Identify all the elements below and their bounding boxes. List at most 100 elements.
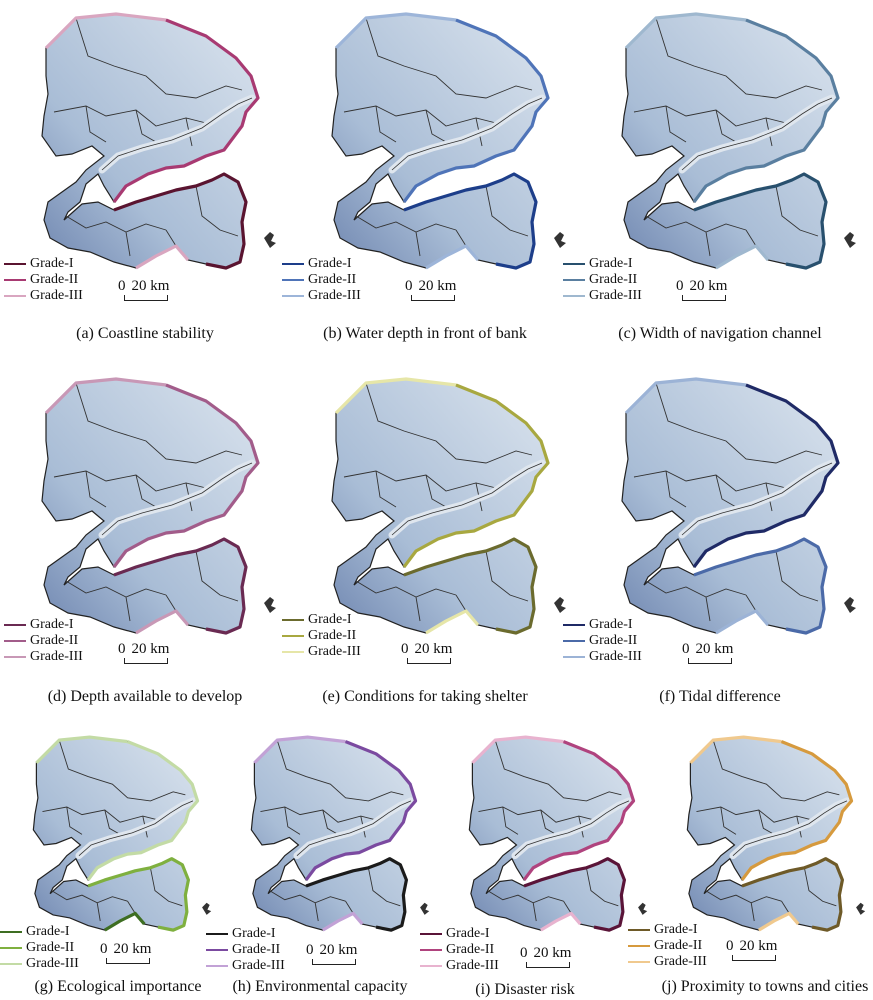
legend-swatch	[4, 640, 26, 642]
coastline-grade-segment	[693, 172, 828, 270]
coastline-grade-segment	[624, 377, 747, 415]
legend: Grade-I Grade-II Grade-III	[4, 617, 83, 665]
legend-label: Grade-II	[446, 942, 495, 957]
district-boundary	[284, 806, 301, 835]
coastline-grade-segment	[135, 244, 190, 270]
district-boundary	[125, 596, 131, 622]
panel-caption: (b) Water depth in front of bank	[323, 325, 527, 342]
legend-label: Grade-II	[589, 272, 638, 287]
district-boundary	[75, 382, 243, 464]
district-boundary	[696, 806, 816, 823]
district-boundary	[720, 806, 737, 835]
scale-distance-label: 20 km	[319, 942, 358, 958]
legend-label: Grade-I	[308, 256, 352, 271]
scale-distance-label: 20 km	[689, 278, 728, 294]
district-boundary	[781, 901, 790, 914]
district-boundary	[195, 550, 239, 602]
legend-swatch	[420, 965, 442, 967]
scale-bar-line	[732, 955, 776, 961]
scale-distance-label: 20 km	[418, 278, 457, 294]
scale-zero-label: 0	[118, 641, 126, 657]
district-boundary	[645, 580, 747, 598]
district-boundary	[322, 809, 339, 835]
legend-swatch	[282, 651, 304, 653]
district-boundary	[455, 229, 467, 247]
legend-item: Grade-II	[4, 272, 83, 288]
district-boundary	[715, 109, 737, 143]
island-icon	[638, 902, 648, 915]
legend-item: Grade-II	[282, 272, 361, 288]
scale-distance-label: 20 km	[131, 641, 170, 657]
coastline-grade-segment	[692, 18, 840, 203]
district-boundary	[125, 231, 131, 257]
legend-label: Grade-I	[446, 926, 490, 941]
legend-label: Grade-I	[308, 612, 352, 627]
legend-item: Grade-III	[0, 956, 79, 972]
district-boundary	[502, 806, 519, 835]
district-boundary	[104, 809, 121, 835]
scale-zero-label: 0	[306, 942, 314, 958]
district-boundary	[665, 470, 687, 508]
coastline-grade-segment	[624, 12, 747, 50]
legend-item: Grade-I	[4, 617, 83, 633]
legend-label: Grade-I	[589, 256, 633, 271]
scale-bar: 0 20 km	[520, 945, 571, 968]
scale-bar: 0 20 km	[118, 641, 169, 664]
legend-swatch	[206, 949, 228, 951]
coastline-grade-segment	[113, 537, 248, 635]
scale-distance-label: 20 km	[533, 945, 572, 961]
legend-swatch	[282, 619, 304, 621]
legend-item: Grade-III	[4, 649, 83, 665]
district-boundary	[655, 17, 823, 99]
legend: Grade-I Grade-II Grade-III	[420, 926, 499, 974]
legend-label: Grade-III	[654, 954, 707, 969]
legend-label: Grade-I	[26, 924, 70, 939]
district-boundary	[415, 596, 421, 622]
legend-item: Grade-II	[282, 628, 361, 644]
legend-item: Grade-II	[206, 942, 285, 958]
scale-bar: 0 20 km	[401, 641, 452, 664]
legend-swatch	[282, 263, 304, 265]
district-boundary	[135, 109, 157, 143]
scale-distance-label: 20 km	[695, 641, 734, 657]
scale-bar: 0 20 km	[100, 941, 151, 964]
legend-swatch	[0, 931, 22, 933]
district-boundary	[149, 867, 183, 907]
coastline-grade-segment	[539, 911, 582, 932]
legend-label: Grade-I	[589, 617, 633, 632]
district-boundary	[745, 229, 757, 247]
scale-distance-label: 20 km	[131, 278, 170, 294]
coastline-grade-segment	[135, 609, 190, 635]
legend: Grade-I Grade-II Grade-III	[563, 256, 642, 304]
island-icon	[554, 232, 566, 248]
island-icon	[844, 232, 856, 248]
legend-label: Grade-III	[308, 644, 361, 659]
district-boundary	[165, 594, 177, 612]
scale-bar: 0 20 km	[676, 278, 727, 301]
legend-item: Grade-I	[4, 256, 83, 272]
district-boundary	[775, 185, 819, 237]
legend-item: Grade-I	[282, 256, 361, 272]
panel-caption: (j) Proximity to towns and cities	[661, 978, 869, 995]
legend-item: Grade-I	[563, 617, 642, 633]
coastline-grade-segment	[740, 740, 854, 881]
district-boundary	[478, 806, 598, 823]
coastline-grade-segment	[689, 735, 782, 765]
scale-zero-label: 0	[118, 278, 126, 294]
coastline-grade-segment	[113, 172, 248, 270]
legend-swatch	[628, 961, 650, 963]
district-boundary	[96, 902, 101, 922]
district-boundary	[365, 382, 533, 464]
legend-item: Grade-I	[0, 924, 79, 940]
legend-item: Grade-II	[563, 272, 642, 288]
district-boundary	[775, 550, 819, 602]
legend-swatch	[4, 263, 26, 265]
legend-item: Grade-III	[4, 288, 83, 304]
coastline-grade-segment	[523, 857, 626, 932]
scale-bar-line	[688, 658, 732, 664]
panel-caption: (h) Environmental capacity	[232, 978, 408, 995]
coastline-grade-segment	[522, 740, 636, 881]
